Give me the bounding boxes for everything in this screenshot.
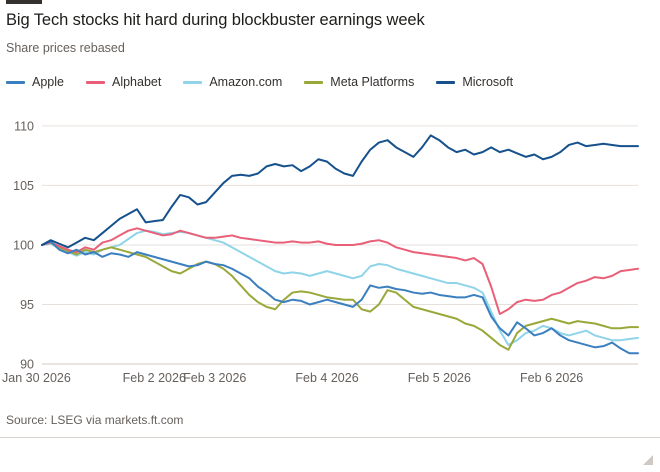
chart-plot-area: 90 95 100 105 110 Jan 30 2026 Feb 2 2026 Feb 3 … (0, 100, 660, 400)
legend-label: Microsoft (462, 75, 514, 89)
series-line-microsoft (41, 134, 639, 249)
legend-label: Alphabet (111, 75, 162, 89)
legend-label: Amazon.com (209, 75, 283, 89)
y-tick-label: 95 (20, 298, 34, 312)
page-title: Big Tech stocks hit hard during blockbus… (6, 11, 425, 29)
legend-item[interactable]: Apple (6, 75, 64, 89)
y-tick-label: 100 (13, 238, 34, 252)
legend-item[interactable]: Alphabet (85, 75, 162, 89)
legend-swatch (436, 80, 456, 84)
chart-subtitle: Share prices rebased (6, 41, 125, 55)
y-tick-label: 90 (20, 358, 34, 372)
x-tick-label: Feb 5 2026 (408, 371, 471, 385)
y-tick-label: 105 (13, 179, 34, 193)
source-note: Source: LSEG via markets.ft.com (6, 413, 184, 427)
brand-rule (6, 0, 42, 4)
y-gridlines: 90 95 100 105 110 (13, 119, 638, 372)
legend-swatch (6, 80, 25, 84)
legend-swatch (183, 80, 203, 84)
x-tick-label: Feb 2 2026 (123, 371, 186, 385)
x-tick-label: Jan 30 2026 (2, 371, 71, 385)
y-tick-label: 110 (14, 119, 34, 133)
legend-item[interactable]: Meta Platforms (304, 75, 414, 89)
series-group (41, 134, 639, 355)
legend-swatch (85, 80, 105, 84)
legend-item[interactable]: Amazon.com (183, 75, 282, 89)
legend-label: Apple (32, 75, 64, 89)
legend-item[interactable]: Microsoft (436, 75, 513, 89)
series-line-amazon-com (41, 229, 639, 346)
x-tick-label: Feb 4 2026 (295, 371, 358, 385)
x-tick-label: Feb 3 2026 (183, 371, 246, 385)
series-line-alphabet (41, 227, 639, 315)
series-line-meta-platforms (41, 241, 639, 351)
series-line-apple (41, 240, 639, 355)
legend-label: Meta Platforms (330, 75, 415, 89)
x-tick-label: Feb 6 2026 (520, 371, 583, 385)
chart-legend: Apple Alphabet Amazon.com Meta Platforms Mic… (6, 74, 535, 90)
resize-handle-icon[interactable] (642, 454, 654, 466)
footer-divider (0, 437, 660, 438)
legend-swatch (304, 80, 324, 84)
